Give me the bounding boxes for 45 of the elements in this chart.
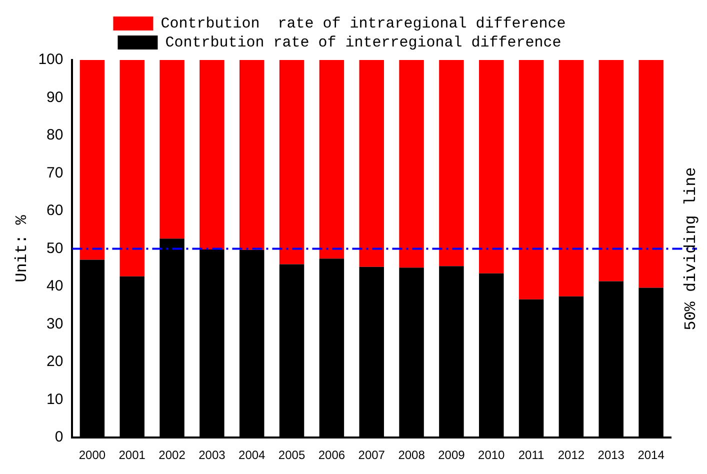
x-tick-label: 2012 — [558, 448, 585, 462]
bar — [279, 60, 304, 264]
x-tick-label: 2002 — [158, 448, 186, 462]
bar — [598, 60, 624, 282]
x-tick-label: 2014 — [638, 448, 665, 462]
x-tick-label: 2005 — [278, 448, 306, 462]
bar — [160, 60, 184, 239]
legend-label: Contrbution rate of intraregional difference — [160, 15, 566, 32]
y-tick-label: 10 — [46, 390, 64, 408]
y-tick-label: 90 — [46, 88, 64, 106]
bar — [200, 60, 224, 250]
bar — [518, 60, 544, 300]
x-tick-label: 2008 — [398, 448, 426, 462]
y-tick-label: 60 — [46, 202, 64, 220]
y-tick-label: 30 — [46, 315, 64, 332]
bar — [638, 60, 664, 288]
x-tick-label: 2011 — [518, 448, 545, 462]
bar — [80, 60, 105, 260]
x-tick-label: 2001 — [118, 448, 146, 462]
y-tick-label: 40 — [46, 278, 64, 295]
x-tick-label: 2003 — [198, 448, 226, 462]
ref-line-label: 50% dividing line — [682, 167, 700, 330]
x-tick-label: 2013 — [598, 448, 625, 462]
x-tick-label: 2004 — [238, 448, 266, 462]
y-tick-label: 20 — [46, 353, 64, 370]
y-tick-label: 80 — [46, 126, 64, 144]
y-tick-label: 70 — [46, 164, 64, 182]
x-tick-label: 2009 — [438, 448, 466, 462]
y-tick-label: 100 — [38, 51, 64, 68]
x-tick-label: 2007 — [358, 448, 386, 462]
y-tick-label: 50 — [46, 240, 64, 257]
bar — [359, 60, 384, 267]
x-tick-label: 2006 — [318, 448, 346, 462]
y-axis-title: Unit: % — [12, 214, 31, 282]
bar — [399, 60, 424, 268]
bar — [478, 60, 504, 274]
x-tick-label: 2000 — [78, 448, 106, 462]
bar — [120, 60, 144, 276]
bar — [439, 60, 464, 266]
legend-label: Contrbution rate of interregional difference — [165, 34, 562, 52]
y-tick-label: 0 — [54, 428, 64, 446]
bar — [319, 60, 344, 259]
bar — [558, 60, 584, 296]
bar — [239, 60, 264, 250]
x-tick-label: 2010 — [478, 448, 506, 462]
